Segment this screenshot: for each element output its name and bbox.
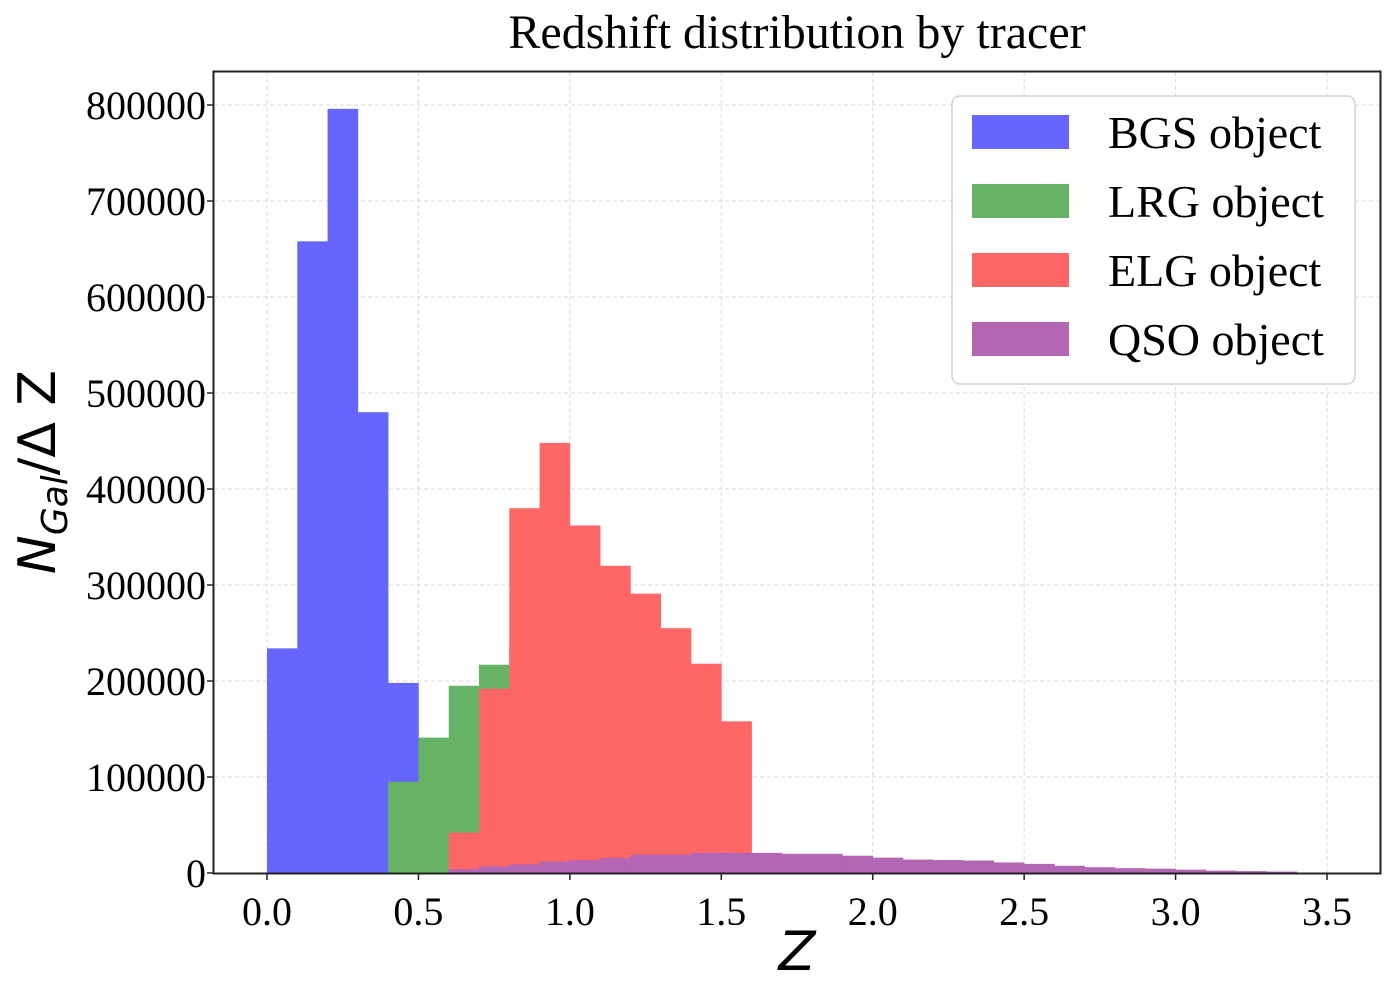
y-tick-label: 500000 <box>86 371 206 416</box>
histogram-bar <box>448 832 480 873</box>
y-tick-label: 700000 <box>86 179 206 224</box>
histogram-bar <box>691 852 722 873</box>
histogram-bar <box>479 866 510 873</box>
legend-label: LRG object <box>1108 176 1324 227</box>
legend-swatch <box>972 115 1069 149</box>
histogram-bar <box>630 593 662 873</box>
histogram-bar <box>388 781 419 873</box>
histogram-bar <box>660 854 692 873</box>
histogram-bar <box>842 855 874 873</box>
histogram-bar <box>357 412 389 873</box>
y-tick-label: 600000 <box>86 275 206 320</box>
histogram-bar <box>903 859 934 873</box>
histogram-bar <box>751 852 783 873</box>
x-tick-label: 1.0 <box>545 889 595 934</box>
histogram-bar <box>1236 871 1267 873</box>
legend-swatch <box>972 253 1069 287</box>
histogram-bar <box>267 648 298 873</box>
histogram-bar <box>569 525 601 873</box>
histogram-bar <box>812 853 843 873</box>
histogram-bar <box>630 854 662 873</box>
histogram-bar <box>1115 868 1146 873</box>
x-axis-label: Z <box>777 920 817 983</box>
x-tick-label: 2.5 <box>999 889 1049 934</box>
x-tick-label: 0.0 <box>242 889 292 934</box>
y-axis-label-subscript: Gal <box>35 475 76 535</box>
histogram-bar <box>479 688 510 873</box>
histogram-bars <box>267 108 1298 874</box>
histogram-bar <box>933 860 964 873</box>
legend-label: ELG object <box>1108 245 1322 296</box>
x-tick-label: 3.0 <box>1151 889 1201 934</box>
histogram-bar <box>660 628 692 873</box>
y-tick-label: 400000 <box>86 467 206 512</box>
histogram-bar <box>781 853 813 873</box>
x-tick-label: 2.0 <box>848 889 898 934</box>
y-tick-label: 300000 <box>86 563 206 608</box>
histogram-bar <box>1024 863 1055 873</box>
y-axis-label-rest: /Δ Z <box>8 370 68 475</box>
histogram-bar <box>297 241 328 873</box>
histogram-bar <box>539 861 571 873</box>
y-tick-label: 200000 <box>86 659 206 704</box>
legend: BGS object LRG object ELG object QSO object <box>951 95 1356 385</box>
y-tick-label: 100000 <box>86 755 206 800</box>
histogram-bar <box>418 737 450 873</box>
histogram-bar <box>691 663 722 873</box>
y-axis-label: NGal/Δ Z <box>8 370 76 574</box>
legend-label: BGS object <box>1108 107 1322 158</box>
histogram-bar <box>1054 865 1086 873</box>
chart-title: Redshift distribution by tracer <box>508 6 1085 59</box>
y-axis-label-main: N <box>8 535 68 574</box>
axes-frame <box>212 70 1382 875</box>
legend-swatch <box>972 322 1069 356</box>
histogram-bar <box>1175 869 1207 873</box>
legend-box <box>951 95 1356 385</box>
histogram-bar <box>539 442 571 873</box>
histogram-bar <box>569 860 601 873</box>
histogram-bar <box>721 721 752 873</box>
histogram-bar <box>963 860 995 873</box>
legend-label: QSO object <box>1108 314 1324 365</box>
histogram-bar <box>448 869 480 873</box>
x-tick-label: 1.5 <box>696 889 746 934</box>
x-tick-label: 3.5 <box>1302 889 1352 934</box>
y-axis-ticks: 0 100000 200000 300000 400000 500000 600000 700… <box>86 83 214 896</box>
series-qso <box>448 852 1298 873</box>
histogram-bar <box>1084 867 1116 873</box>
histogram-bar <box>872 857 904 873</box>
histogram-bar <box>509 508 540 873</box>
histogram-bar <box>600 565 631 873</box>
x-tick-label: 0.5 <box>393 889 443 934</box>
histogram-bar <box>509 864 540 873</box>
x-axis-ticks: 0.0 0.5 1.0 1.5 2.0 2.5 3.0 3.5 <box>242 873 1352 934</box>
histogram-bar <box>721 852 752 873</box>
histogram-bar <box>993 862 1025 873</box>
histogram-bar <box>1205 870 1237 873</box>
series-elg <box>448 442 752 873</box>
histogram-bar <box>600 858 631 873</box>
y-tick-label: 0 <box>186 851 206 896</box>
histogram-bar <box>1266 871 1298 873</box>
histogram-bar <box>1145 868 1176 873</box>
legend-swatch <box>972 184 1069 218</box>
histogram-bar <box>327 108 359 874</box>
y-tick-label: 800000 <box>86 83 206 128</box>
